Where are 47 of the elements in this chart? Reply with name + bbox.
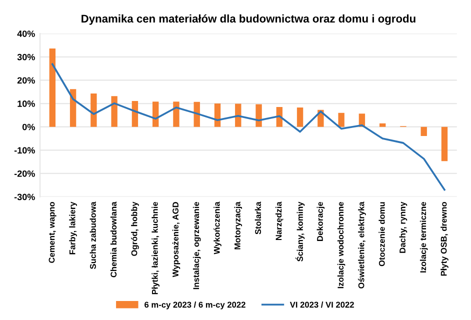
- bar: [338, 112, 344, 127]
- x-tick-label: Izolacje wodochronne: [337, 202, 346, 288]
- x-tick-label: Stolarka: [254, 202, 262, 234]
- bar: [111, 96, 118, 127]
- bar: [152, 102, 159, 127]
- x-tick-label: Sucha zabudowa: [90, 202, 96, 270]
- legend-label: 6 m-cy 2023 / 6 m-cy 2022: [144, 302, 246, 310]
- y-tick-label: 0%: [22, 124, 35, 130]
- x-tick-label: Otoczenie domu: [378, 202, 385, 266]
- x-tick-label: Chemia budowlana: [110, 202, 117, 278]
- y-tick-label: 30%: [17, 54, 35, 60]
- x-tick-label: Ogród, hobby: [131, 202, 139, 256]
- x-tick-label: Dekoracje: [316, 202, 325, 241]
- bar: [49, 48, 56, 127]
- bar: [194, 102, 200, 127]
- bar: [70, 89, 76, 127]
- bar: [379, 123, 386, 127]
- x-tick-label: Izolacje termiczne: [420, 202, 428, 272]
- x-tick-label: Narzędzia: [276, 202, 284, 240]
- x-tick-label: Cement, wapno: [48, 202, 56, 263]
- bar: [420, 126, 427, 136]
- bar: [173, 102, 180, 127]
- y-tick-label: -20%: [14, 170, 35, 177]
- line-series: [52, 63, 446, 191]
- bar: [132, 100, 138, 127]
- y-tick-label: -30%: [14, 194, 35, 200]
- y-tick-label: -10%: [14, 147, 35, 154]
- x-tick-label: Wyposażenie, AGD: [172, 202, 180, 278]
- legend-label: VI 2023 / VI 2022: [290, 302, 354, 308]
- x-tick-label: Płytki, łazienki, kuchnie: [152, 202, 160, 294]
- bar: [214, 104, 221, 127]
- bar: [256, 104, 262, 127]
- x-tick-label: Wykończenia: [214, 202, 222, 254]
- x-tick-label: Oświetlenie, elektryka: [358, 202, 366, 288]
- y-tick-label: 20%: [17, 77, 35, 84]
- y-tick-label: 10%: [18, 100, 35, 107]
- x-tick-label: Instalacje, ogrzewanie: [192, 202, 201, 290]
- chart-title: Dynamika cen materiałów dla budownictwa oraz domu i ogrodu: [82, 14, 416, 25]
- bar: [90, 94, 97, 127]
- x-tick-label: Ściany, kominy: [295, 202, 305, 262]
- y-tick-label: 40%: [17, 30, 35, 37]
- bar: [296, 108, 304, 127]
- x-tick-label: Dachy, rynny: [399, 202, 408, 253]
- x-tick-label: Motoryzacja: [234, 202, 242, 250]
- x-tick-label: Farby, lakiery: [69, 202, 77, 254]
- x-tick-label: Płyty OSB, drewno: [440, 202, 448, 276]
- bar: [441, 126, 448, 162]
